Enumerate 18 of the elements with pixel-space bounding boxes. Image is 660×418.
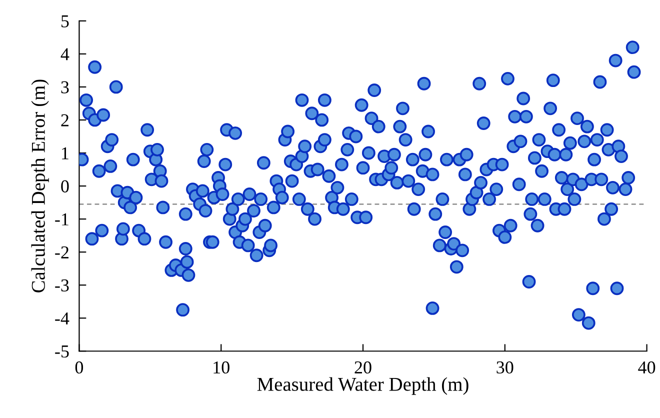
- y-tick-label: -2: [55, 246, 68, 258]
- x-tick-label: 40: [638, 361, 656, 374]
- y-tick-label: -5: [55, 346, 69, 358]
- y-tick-label: 0: [61, 180, 69, 192]
- x-tick-label: 20: [354, 361, 372, 374]
- x-tick-label: 10: [214, 361, 230, 374]
- y-tick-label: 5: [62, 15, 69, 28]
- y-tick-label: -4: [55, 312, 70, 324]
- x-tick-label: 0: [75, 361, 84, 374]
- y-tick-label: 4: [60, 48, 70, 60]
- y-tick-label: -3: [55, 279, 69, 292]
- y-tick-label: -1: [55, 213, 68, 226]
- x-axis-title: Measured Water Depth (m): [257, 377, 468, 395]
- y-tick-label: 2: [61, 114, 68, 126]
- y-axis-title: Calculated Depth Error (m): [31, 80, 49, 292]
- y-tick-label: 1: [62, 147, 68, 160]
- y-tick-label: 3: [61, 81, 69, 94]
- x-tick-label: 30: [496, 361, 514, 374]
